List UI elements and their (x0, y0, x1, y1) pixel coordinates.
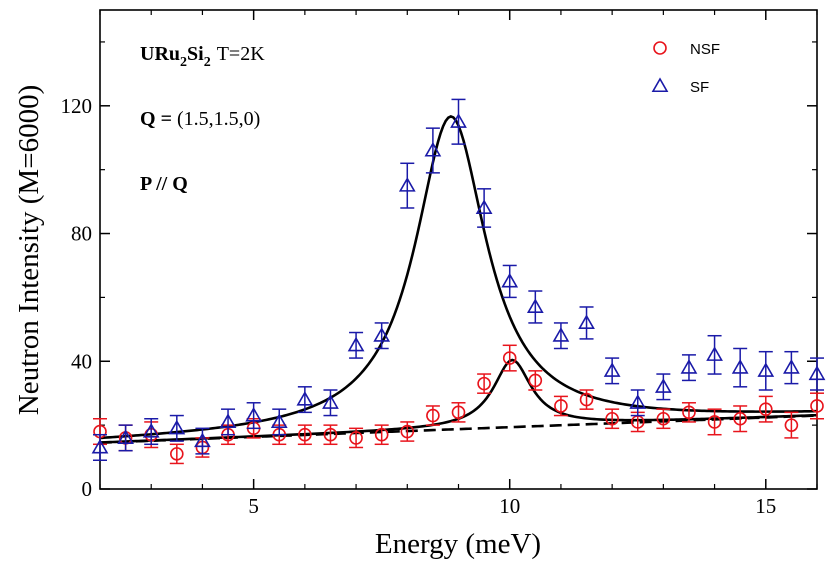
data-point (398, 177, 416, 192)
axis-ticks: 5 10 15 0 40 80 120 (61, 10, 818, 518)
x-tick-label: 15 (755, 494, 776, 518)
legend-label-sf: SF (690, 79, 709, 96)
q-annotation: Q = (1.5,1.5,0) (140, 108, 260, 130)
data-point (374, 427, 389, 442)
x-tick-label: 5 (248, 494, 259, 518)
data-point (347, 336, 365, 352)
data-point (219, 413, 237, 428)
y-axis-label: Neutron Intensity (M=6000) (13, 85, 45, 415)
x-axis-label: Energy (meV) (375, 528, 541, 560)
y-tick-label: 0 (82, 477, 93, 501)
p-annotation: P // Q (140, 173, 188, 195)
data-point (654, 378, 672, 393)
legend-label-nsf: NSF (690, 41, 720, 58)
data-point (758, 402, 773, 416)
data-point (194, 432, 211, 448)
data-point (477, 376, 491, 391)
data-point (706, 346, 723, 361)
data-point (682, 405, 696, 420)
q-equals: = (156, 108, 177, 130)
q-value: (1.5,1.5,0) (177, 108, 260, 130)
data-point (808, 365, 826, 381)
data-point (450, 113, 467, 128)
sf-series (91, 98, 826, 462)
data-point (501, 272, 519, 288)
data-point (578, 314, 595, 329)
data-point (373, 327, 391, 342)
legend-marker-nsf (653, 41, 667, 55)
y-tick-label: 80 (71, 222, 92, 246)
data-point (528, 373, 543, 388)
data-point (810, 399, 824, 413)
data-point (142, 422, 160, 438)
data-point (117, 429, 134, 444)
data-point (168, 419, 186, 435)
data-point (270, 413, 288, 428)
background-line (99, 414, 818, 444)
data-point (400, 424, 415, 439)
data-point (296, 390, 314, 406)
compound-sub2: 2 (204, 55, 211, 70)
q-label: Q (140, 108, 156, 130)
data-point (502, 351, 517, 365)
data-point (783, 359, 800, 374)
data-point (552, 327, 570, 342)
compound-main: URu (140, 43, 180, 65)
compound-annotation: URu2Si2 T=2K (140, 43, 265, 70)
legend-marker-sf (651, 77, 669, 93)
data-point (603, 362, 621, 377)
data-point (554, 399, 568, 413)
data-point (298, 427, 312, 442)
data-point (322, 394, 339, 409)
data-point (91, 438, 109, 454)
y-tick-label: 40 (71, 349, 92, 373)
data-point (323, 427, 338, 442)
legend: NSF SF (651, 41, 720, 96)
data-point (733, 411, 747, 426)
data-point (526, 298, 544, 314)
data-point (424, 141, 442, 157)
compound-mid: Si (187, 43, 204, 65)
temperature-text: T=2K (217, 43, 265, 65)
data-point (629, 394, 647, 409)
data-point (245, 406, 263, 422)
data-point (349, 431, 363, 445)
data-point (475, 199, 493, 215)
data-point (784, 418, 799, 432)
data-point (731, 359, 749, 374)
compound-sub1: 2 (180, 55, 187, 70)
data-point (451, 405, 466, 420)
data-point (426, 408, 440, 423)
fit-curves (99, 115, 818, 444)
data-point (656, 411, 671, 426)
data-point (707, 415, 722, 429)
x-tick-label: 10 (499, 494, 520, 518)
fit-curve (99, 115, 818, 440)
data-point (579, 392, 594, 407)
data-point (170, 447, 184, 461)
data-point (605, 411, 619, 426)
data-point (757, 362, 775, 377)
data-point (680, 359, 698, 374)
y-tick-label: 120 (61, 94, 93, 118)
data-points (91, 98, 826, 465)
